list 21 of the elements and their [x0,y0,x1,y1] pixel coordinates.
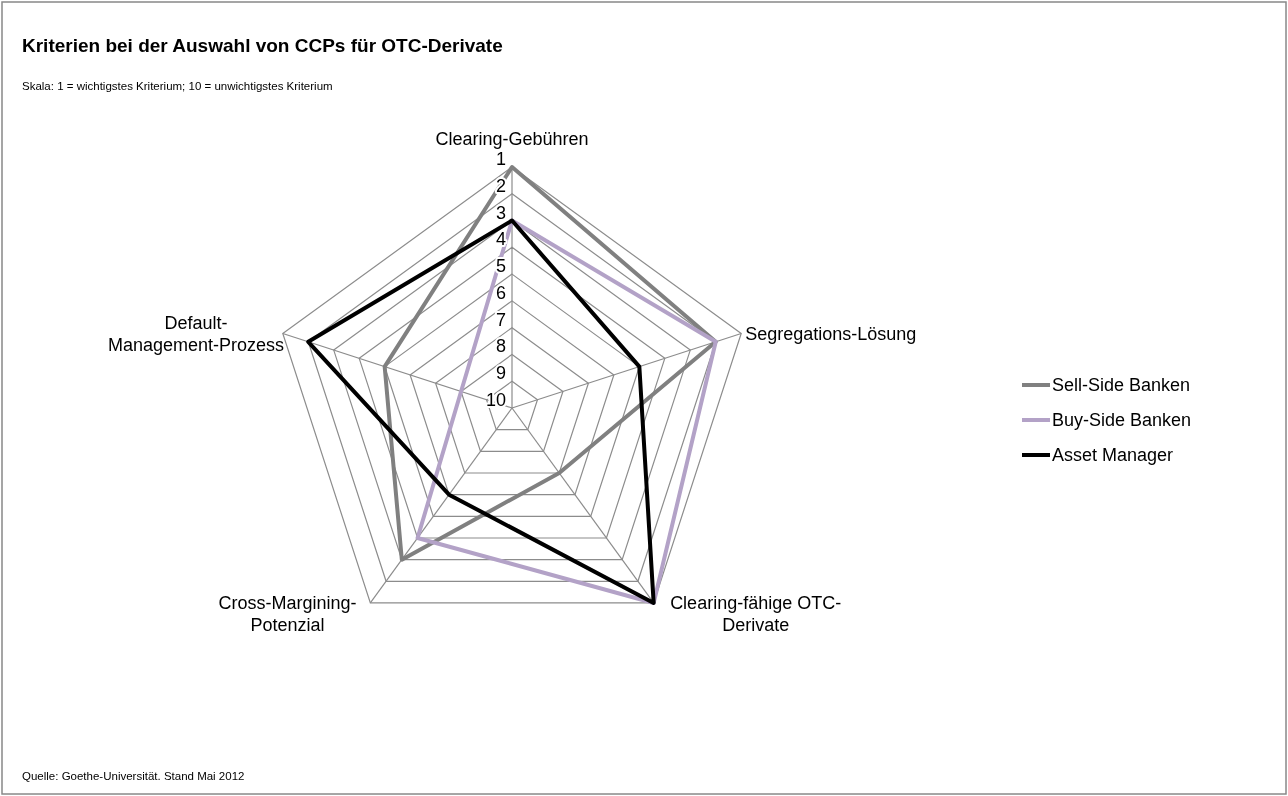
y-tick-label: 2 [495,175,506,196]
y-tick-label: 7 [495,309,506,330]
source-note: Quelle: Goethe-Universität. Stand Mai 2012 [22,770,245,782]
spoke-label: Clearing-fähige OTC-Derivate [670,592,842,635]
chart-subtitle: Skala: 1 = wichtigstes Kriterium; 10 = unwichtigstes Kriterium [22,80,333,92]
legend-label: Sell-Side Banken [1052,375,1191,395]
y-tick-label: 9 [495,363,506,384]
chart-title: Kriterien bei der Auswahl von CCPs für OTC-Derivate [22,35,503,56]
spoke-label: Segregations-Lösung [745,323,917,344]
y-tick-label: 4 [495,229,506,250]
y-tick-label: 8 [495,336,506,357]
y-tick-label: 10 [485,390,506,410]
y-tick-label: 3 [495,202,506,223]
y-tick-label: 5 [495,256,506,277]
spoke-label: Default-Management-Prozess [107,312,285,355]
y-tick-label: 1 [495,149,506,169]
spoke-label: Cross-Margining-Potenzial [218,592,357,635]
y-tick-label: 6 [495,282,506,303]
spoke-label: Clearing-Gebühren [435,129,589,149]
legend-label: Buy-Side Banken [1052,410,1192,430]
legend-label: Asset Manager [1052,445,1174,465]
